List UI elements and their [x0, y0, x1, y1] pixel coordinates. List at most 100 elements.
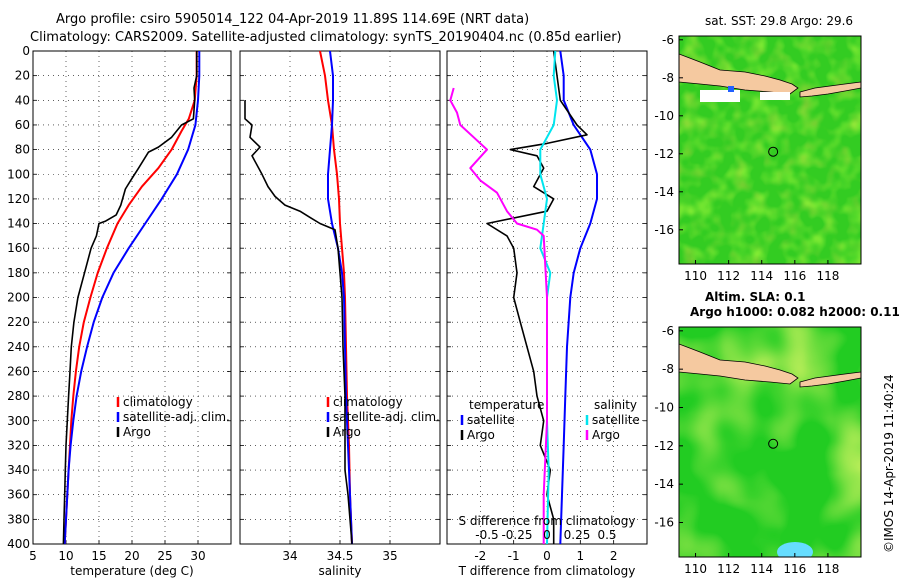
- series-line-climatology: [63, 51, 198, 545]
- difference-xlabel: T difference from climatology: [458, 564, 636, 578]
- sla-map-axes: 110 112 114 116 118 -6 -8 -10 -12 -14 -16: [654, 324, 839, 576]
- legend-label: climatology: [123, 395, 193, 409]
- difference-top-tick-label: -0.25: [501, 528, 532, 542]
- sst-map-axes: 110 112 114 116 118 -6 -8 -10 -12 -14 -16: [654, 33, 839, 283]
- legend-label: climatology: [333, 395, 403, 409]
- map-y-tick-label: -10: [654, 401, 674, 415]
- map-x-tick-label: 116: [783, 562, 806, 576]
- y-tick-label: 20: [15, 69, 30, 83]
- y-tick-label: 280: [7, 389, 30, 403]
- figure-title-line1: Argo profile: csiro 5905014_122 04-Apr-2…: [56, 12, 529, 27]
- x-tick-label: 1: [577, 549, 585, 563]
- map-x-tick-label: 114: [750, 269, 773, 283]
- difference-top-tick-label: 0.25: [564, 528, 591, 542]
- y-tick-label: 200: [7, 291, 30, 305]
- map-y-tick-label: -16: [654, 223, 674, 237]
- x-tick-label: 10: [58, 549, 73, 563]
- difference-top-tick-label: -0.5: [475, 528, 498, 542]
- legend-temperature-title: temperature: [469, 398, 544, 412]
- argo-location-marker: [768, 146, 779, 157]
- legend-label: satellite: [592, 413, 640, 427]
- y-tick-label: 160: [7, 241, 30, 255]
- series-line-argo: [244, 100, 353, 545]
- series-line-t-satellite: [559, 50, 598, 545]
- legend-label: satellite-adj. clim.: [123, 410, 230, 424]
- sst-map-title: sat. SST: 29.8 Argo: 29.6: [705, 14, 853, 28]
- map-y-tick-label: -10: [654, 109, 674, 123]
- series-line-satellite-adj-clim-: [63, 51, 201, 545]
- y-tick-label: 300: [7, 414, 30, 428]
- map-y-tick-label: -14: [654, 477, 674, 491]
- temperature-panel: 0 20 40 60 80 100 120 140 160 180 200 220 240 260 280 3…: [7, 44, 232, 578]
- map-x-tick-label: 112: [717, 562, 740, 576]
- map-x-tick-label: 118: [816, 562, 839, 576]
- y-tick-label: 180: [7, 266, 30, 280]
- legend-label: satellite: [467, 413, 515, 427]
- difference-top-tick-label: 0.5: [597, 528, 616, 542]
- map-x-tick-label: 110: [684, 269, 707, 283]
- sst-map-panel: sat. SST: 29.8 Argo: 29.6 110 112 114 116 11…: [654, 14, 862, 283]
- x-tick-label: 5: [29, 549, 37, 563]
- map-x-tick-label: 118: [816, 269, 839, 283]
- temperature-xlabel: temperature (deg C): [70, 564, 193, 578]
- sst-map-missing-data: [700, 90, 740, 102]
- x-tick-label: 25: [157, 549, 172, 563]
- temperature-plot-frame: [32, 50, 232, 545]
- sla-map-cyan-eddy: [777, 542, 813, 557]
- sla-map-java-land: [679, 343, 799, 385]
- x-tick-label: 15: [91, 549, 106, 563]
- map-y-tick-label: -6: [662, 324, 674, 338]
- x-tick-label: 34.5: [327, 549, 354, 563]
- figure-title-line2: Climatology: CARS2009. Satellite-adjuste…: [30, 30, 622, 45]
- map-x-tick-label: 112: [717, 269, 740, 283]
- y-tick-label: 120: [7, 192, 30, 206]
- sla-map-frame: [678, 326, 862, 558]
- temperature-plot-area: 0 20 40 60 80 100 120 140 160 180 200 220 240 260 280 3…: [7, 44, 231, 563]
- y-tick-label: 320: [7, 438, 30, 452]
- difference-top-label: S difference from climatology: [459, 514, 636, 528]
- y-tick-label: 80: [15, 143, 30, 157]
- series-line-satellite-adj-clim-: [327, 50, 353, 545]
- x-tick-label: 34: [282, 549, 297, 563]
- y-tick-label: 100: [7, 167, 30, 181]
- y-tick-label: 400: [7, 537, 30, 551]
- sst-map-cold-pixel: [728, 86, 734, 92]
- x-tick-label: 0: [543, 549, 551, 563]
- x-tick-label: -2: [474, 549, 486, 563]
- y-tick-label: 380: [7, 512, 30, 526]
- map-y-tick-label: -16: [654, 516, 674, 530]
- difference-plot-area: -2 -1 0 1 2temperaturesatelliteArgosalinitys…: [447, 50, 647, 563]
- map-x-tick-label: 116: [783, 269, 806, 283]
- y-tick-label: 60: [15, 118, 30, 132]
- y-tick-label: 220: [7, 315, 30, 329]
- series-line-argo: [62, 51, 198, 545]
- difference-panel: -2 -1 0 1 2temperaturesatelliteArgosalinitys…: [446, 50, 648, 578]
- salinity-xlabel: salinity: [318, 564, 361, 578]
- sst-map-java-land: [679, 53, 799, 95]
- argo-location-marker: [768, 438, 779, 449]
- map-y-tick-label: -14: [654, 185, 674, 199]
- map-y-tick-label: -8: [662, 362, 674, 376]
- legend-label: Argo: [467, 428, 495, 442]
- sla-map-title-line1: Altim. SLA: 0.1: [705, 290, 806, 304]
- x-tick-label: 35: [382, 549, 397, 563]
- map-y-tick-label: -12: [654, 439, 674, 453]
- x-tick-label: 2: [610, 549, 618, 563]
- y-tick-label: 40: [15, 93, 30, 107]
- y-tick-label: 340: [7, 463, 30, 477]
- series-line-t-argo: [486, 50, 588, 544]
- map-y-tick-label: -8: [662, 71, 674, 85]
- sst-map-missing-data: [760, 92, 790, 100]
- difference-top-tick-label: 0: [543, 528, 551, 542]
- legend-salinity-title: salinity: [594, 398, 637, 412]
- legend-label: Argo: [333, 425, 361, 439]
- map-y-tick-label: -6: [662, 33, 674, 47]
- sla-map-image: [679, 327, 861, 557]
- imos-credit: ©IMOS 14-Apr-2019 11:40:24: [882, 374, 896, 553]
- y-tick-label: 240: [7, 340, 30, 354]
- map-x-tick-label: 114: [750, 562, 773, 576]
- sla-map-title-line2: Argo h1000: 0.082 h2000: 0.11: [690, 305, 900, 319]
